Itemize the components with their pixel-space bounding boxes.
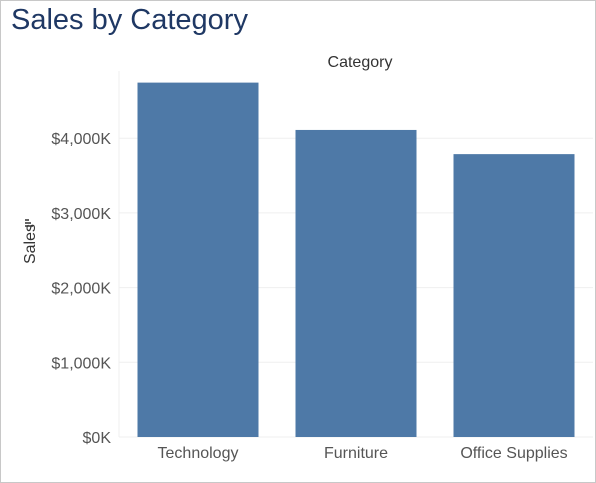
x-tick-labels: Technology Furniture Office Supplies — [158, 445, 568, 462]
y-tick-label: $1,000K — [51, 355, 111, 372]
y-tick-label: $3,000K — [51, 206, 111, 223]
bar-furniture[interactable] — [295, 129, 417, 437]
x-tick-label[interactable]: Office Supplies — [460, 445, 567, 462]
x-tick-label[interactable]: Furniture — [324, 445, 388, 462]
sort-descending-icon[interactable] — [25, 219, 33, 227]
y-tick-label: $2,000K — [51, 281, 111, 298]
x-tick-label[interactable]: Technology — [158, 445, 239, 462]
chart-title: Sales by Category — [11, 4, 248, 36]
bar-technology[interactable] — [137, 82, 259, 437]
y-axis-title: Sales — [22, 224, 39, 264]
bar-office-supplies[interactable] — [453, 154, 575, 437]
y-tick-labels: $0K $1,000K $2,000K $3,000K $4,000K — [51, 131, 111, 447]
y-tick-label: $4,000K — [51, 131, 111, 148]
y-axis-title-group[interactable]: Sales — [22, 219, 39, 264]
bars — [137, 82, 575, 437]
y-tick-label: $0K — [83, 430, 112, 447]
column-header[interactable]: Category — [328, 54, 393, 71]
